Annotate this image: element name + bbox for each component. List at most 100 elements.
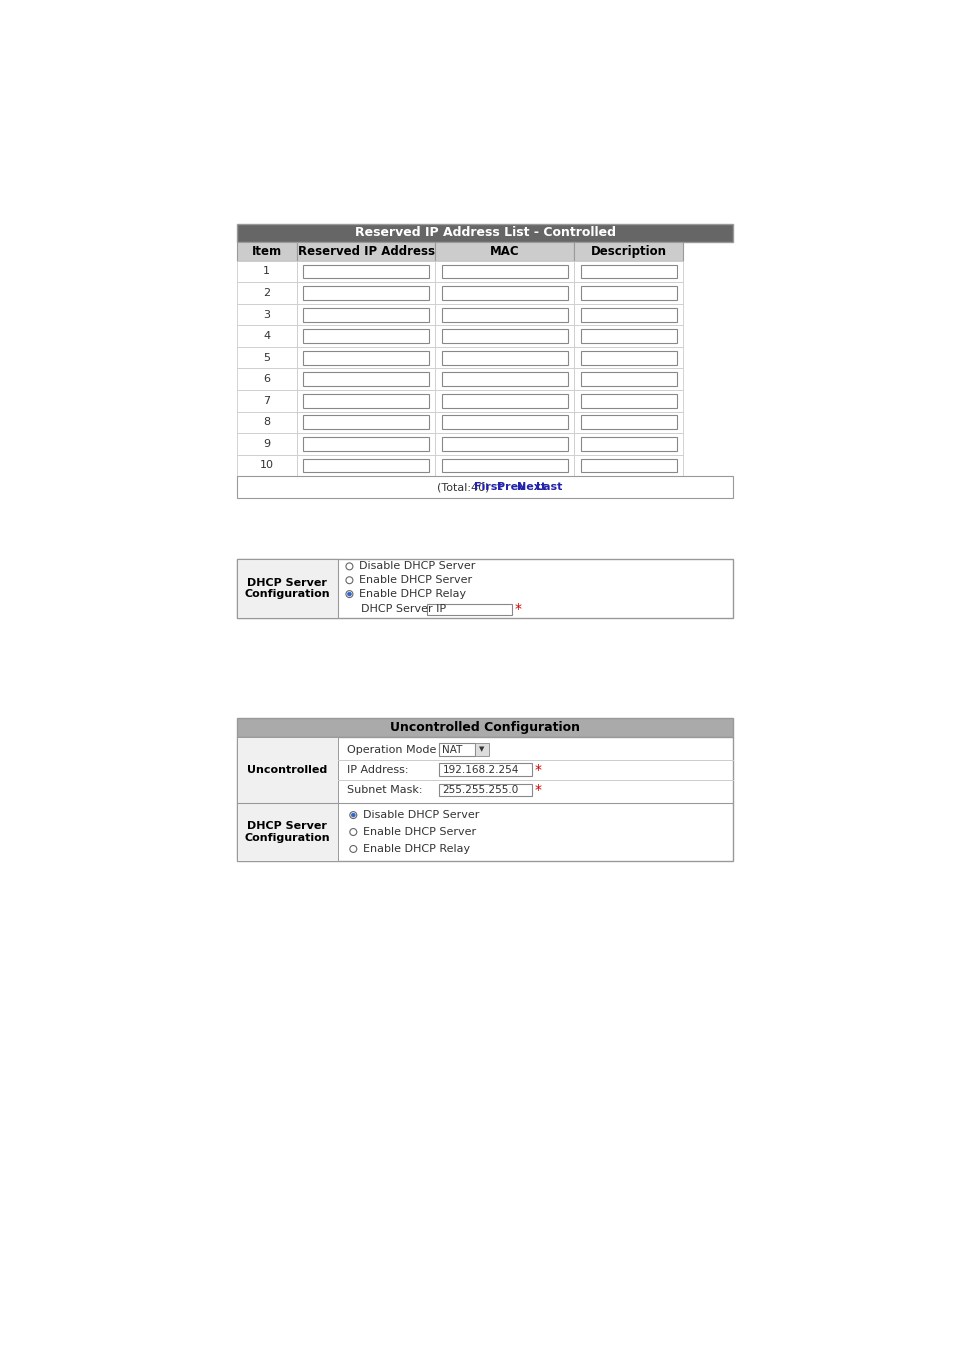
Text: *: *: [514, 603, 521, 616]
Bar: [438, 743, 475, 755]
Text: 9: 9: [263, 439, 270, 449]
Bar: [302, 394, 429, 408]
Text: 255.255.255.0: 255.255.255.0: [442, 785, 518, 794]
Text: Item: Item: [252, 245, 281, 258]
Bar: [302, 416, 429, 430]
Text: 192.168.2.254: 192.168.2.254: [442, 765, 518, 774]
Text: Operation Mode: Operation Mode: [347, 744, 436, 755]
Bar: [302, 265, 429, 278]
Bar: [580, 330, 677, 343]
Bar: [236, 736, 732, 862]
Bar: [435, 326, 574, 347]
Bar: [296, 304, 435, 326]
Text: Disable DHCP Server: Disable DHCP Server: [362, 811, 478, 820]
Text: *: *: [534, 782, 541, 797]
Bar: [441, 330, 568, 343]
Bar: [574, 326, 682, 347]
Bar: [574, 261, 682, 282]
Bar: [580, 351, 677, 365]
Bar: [302, 351, 429, 365]
Circle shape: [350, 828, 356, 835]
Circle shape: [347, 592, 351, 596]
Bar: [441, 394, 568, 408]
Bar: [435, 282, 574, 304]
Bar: [302, 330, 429, 343]
Text: Uncontrolled Configuration: Uncontrolled Configuration: [390, 721, 579, 734]
Bar: [441, 436, 568, 451]
Bar: [574, 282, 682, 304]
Bar: [580, 394, 677, 408]
Bar: [441, 458, 568, 473]
Text: DHCP Server IP: DHCP Server IP: [360, 604, 446, 615]
Bar: [435, 434, 574, 455]
Bar: [302, 373, 429, 386]
Text: Enable DHCP Server: Enable DHCP Server: [358, 576, 472, 585]
Text: Uncontrolled: Uncontrolled: [247, 765, 327, 774]
Bar: [435, 304, 574, 326]
Bar: [236, 242, 296, 261]
Text: *: *: [534, 763, 541, 777]
Bar: [438, 763, 531, 775]
Text: MAC: MAC: [490, 245, 519, 258]
Bar: [574, 455, 682, 477]
Bar: [296, 242, 435, 261]
Bar: [236, 559, 337, 617]
Text: DHCP Server
Configuration: DHCP Server Configuration: [244, 578, 330, 600]
Bar: [296, 412, 435, 434]
Bar: [574, 304, 682, 326]
Bar: [574, 390, 682, 412]
Text: Reserved IP Address List - Controlled: Reserved IP Address List - Controlled: [355, 227, 615, 239]
Bar: [435, 412, 574, 434]
Bar: [580, 436, 677, 451]
Text: (Total:40): (Total:40): [436, 482, 493, 492]
Bar: [435, 390, 574, 412]
Bar: [236, 390, 296, 412]
Bar: [236, 477, 732, 497]
Circle shape: [346, 590, 353, 597]
Bar: [574, 242, 682, 261]
Bar: [236, 369, 296, 390]
Bar: [296, 455, 435, 477]
Bar: [296, 434, 435, 455]
Text: 6: 6: [263, 374, 270, 384]
Bar: [574, 412, 682, 434]
Bar: [236, 559, 732, 617]
Bar: [236, 736, 337, 802]
Text: NAT: NAT: [441, 744, 461, 755]
Text: Reserved IP Address: Reserved IP Address: [297, 245, 434, 258]
Text: Disable DHCP Server: Disable DHCP Server: [358, 562, 475, 571]
Bar: [236, 282, 296, 304]
Text: ▼: ▼: [478, 747, 484, 753]
Text: Enable DHCP Relay: Enable DHCP Relay: [358, 589, 465, 598]
Text: 4: 4: [263, 331, 270, 342]
Bar: [574, 347, 682, 369]
Bar: [580, 286, 677, 300]
Bar: [302, 308, 429, 322]
Text: Subnet Mask:: Subnet Mask:: [347, 785, 422, 794]
Bar: [296, 261, 435, 282]
Text: 10: 10: [259, 461, 274, 470]
Bar: [427, 604, 512, 615]
Bar: [441, 265, 568, 278]
Bar: [296, 369, 435, 390]
Bar: [236, 347, 296, 369]
Bar: [236, 719, 732, 736]
Bar: [574, 369, 682, 390]
Circle shape: [350, 846, 356, 852]
Bar: [441, 286, 568, 300]
Bar: [236, 455, 296, 477]
Bar: [580, 416, 677, 430]
Bar: [580, 265, 677, 278]
Text: Description: Description: [590, 245, 666, 258]
Bar: [574, 434, 682, 455]
Bar: [302, 436, 429, 451]
Bar: [296, 326, 435, 347]
Circle shape: [351, 813, 355, 817]
Bar: [435, 242, 574, 261]
Bar: [441, 416, 568, 430]
Circle shape: [346, 563, 353, 570]
Bar: [236, 224, 732, 242]
Bar: [441, 373, 568, 386]
Bar: [475, 743, 488, 755]
Bar: [435, 369, 574, 390]
